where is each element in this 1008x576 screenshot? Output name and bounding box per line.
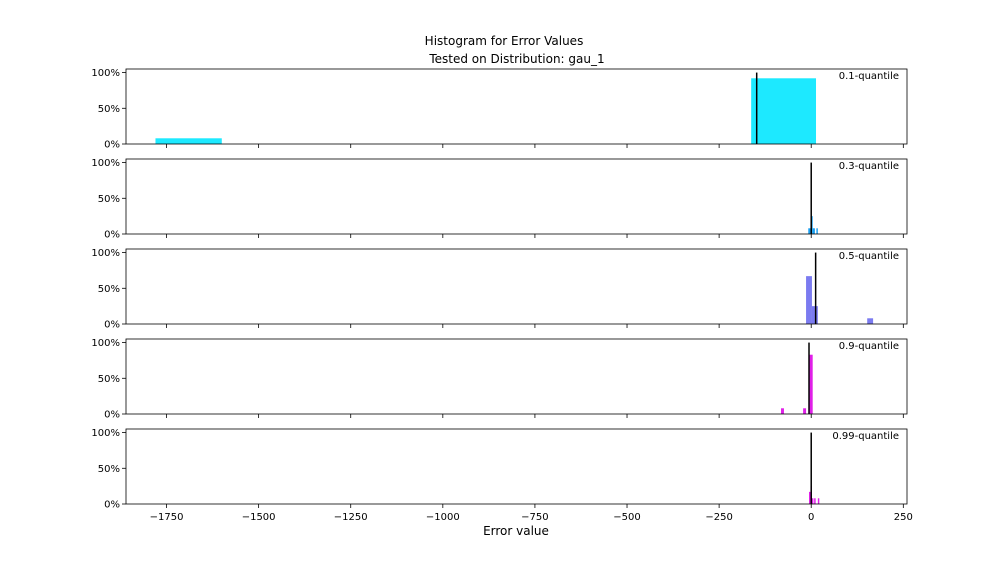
- histogram-bar: [803, 408, 807, 414]
- panel-frame: [125, 428, 908, 505]
- histogram-bar: [155, 138, 222, 144]
- y-tick-label: 50%: [98, 374, 120, 385]
- histogram-bar: [867, 318, 874, 324]
- histogram-bar: [817, 498, 820, 504]
- y-tick-label: 100%: [91, 158, 120, 169]
- y-tick-label: 100%: [91, 248, 120, 259]
- panel-quantile-label: 0.5-quantile: [839, 251, 899, 262]
- x-tick-label: −1750: [150, 512, 184, 523]
- histogram-panel: 0% 50% 100% 0.5-quantile: [91, 248, 908, 331]
- x-tick-label: −1250: [334, 512, 368, 523]
- y-tick-label: 100%: [91, 428, 120, 439]
- histogram-bar: [811, 498, 814, 504]
- y-tick-label: 0%: [104, 140, 120, 151]
- histogram-bar: [806, 276, 812, 324]
- histogram-bar: [751, 78, 817, 144]
- panel-quantile-label: 0.1-quantile: [839, 71, 899, 82]
- y-tick-label: 100%: [91, 68, 120, 79]
- histogram-bar: [812, 228, 815, 234]
- y-tick-label: 0%: [104, 410, 120, 421]
- x-tick-label: −1000: [426, 512, 460, 523]
- panel-quantile-label: 0.9-quantile: [839, 341, 899, 352]
- x-tick-label: 250: [894, 512, 913, 523]
- histogram-bar: [808, 228, 811, 234]
- panel-frame: [125, 68, 908, 145]
- y-tick-label: 100%: [91, 338, 120, 349]
- y-tick-label: 50%: [98, 464, 120, 475]
- histogram-panel: 0% 50% 100% 0.99-quantile: [91, 428, 908, 511]
- chart-subtitle: Tested on Distribution: gau_1: [428, 52, 604, 66]
- histogram-bar: [809, 354, 813, 414]
- x-tick-label: −250: [705, 512, 732, 523]
- chart-title: Histogram for Error Values: [425, 34, 584, 48]
- y-tick-label: 50%: [98, 104, 120, 115]
- panel-quantile-label: 0.99-quantile: [832, 431, 899, 442]
- histogram-bar: [814, 498, 816, 504]
- panel-frame: [125, 248, 908, 325]
- panel-quantile-label: 0.3-quantile: [839, 161, 899, 172]
- y-tick-label: 0%: [104, 320, 120, 331]
- histogram-panels: 0% 50% 100% 0.1-quantile 0% 50% 100% 0.3-quanti…: [91, 68, 908, 511]
- x-tick-label: 0: [808, 512, 814, 523]
- panel-frame: [125, 158, 908, 235]
- x-axis-label: Error value: [483, 524, 549, 538]
- histogram-panel: 0% 50% 100% 0.9-quantile: [91, 338, 908, 421]
- histogram-bar: [809, 491, 811, 504]
- histogram-bar: [816, 228, 818, 234]
- y-tick-label: 0%: [104, 230, 120, 241]
- panel-frame: [125, 338, 908, 415]
- histogram-bar: [781, 408, 784, 414]
- x-axis-ticks: −1750 −1500 −1250 −1000 −750 −500 −250 0 250: [150, 512, 913, 523]
- histogram-panel: 0% 50% 100% 0.3-quantile: [91, 158, 908, 241]
- y-tick-label: 50%: [98, 194, 120, 205]
- x-tick-label: −750: [521, 512, 548, 523]
- histogram-panel: 0% 50% 100% 0.1-quantile: [91, 68, 908, 151]
- x-tick-label: −500: [613, 512, 640, 523]
- x-tick-label: −1500: [242, 512, 276, 523]
- y-tick-label: 50%: [98, 284, 120, 295]
- y-tick-label: 0%: [104, 500, 120, 511]
